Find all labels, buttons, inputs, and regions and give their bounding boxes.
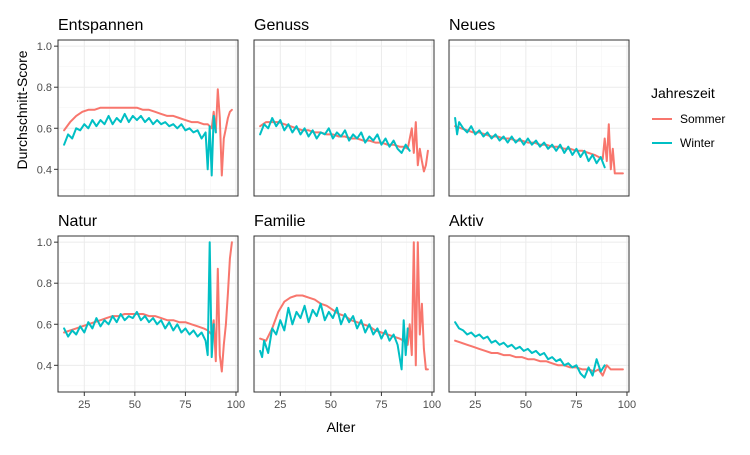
- x-tick-label: 100: [227, 399, 245, 411]
- y-tick-label: 0.8: [37, 278, 52, 290]
- y-tick-label: 0.6: [37, 123, 52, 135]
- y-tick-label: 0.4: [37, 360, 52, 372]
- x-tick-label: 100: [423, 399, 441, 411]
- facet-aktiv: Aktiv 25 50 75 100: [448, 213, 636, 411]
- facet-familie: Familie 25 50 75 100: [253, 213, 441, 411]
- panel-background: [253, 39, 435, 197]
- x-tick-label: 25: [274, 399, 286, 411]
- x-tick-label: 100: [618, 399, 636, 411]
- series-line-sommer: [259, 241, 429, 371]
- facet-title: Natur: [58, 213, 98, 230]
- series-line-winter: [63, 112, 217, 177]
- facet-genuss: Genuss: [253, 17, 435, 197]
- facet-title: Genuss: [254, 17, 309, 34]
- y-tick-label: 0.4: [37, 164, 52, 176]
- y-tick-label: 1.0: [37, 41, 52, 53]
- x-tick-label: 75: [179, 399, 191, 411]
- series-line-winter: [63, 241, 215, 359]
- legend-label-sommer: Sommer: [680, 112, 725, 126]
- series-line-winter: [454, 117, 606, 169]
- panel-border: [448, 235, 630, 393]
- panel-border: [253, 235, 435, 393]
- panel-border: [253, 39, 435, 197]
- facet-title: Familie: [254, 213, 306, 230]
- facet-natur: Natur 0.4 0.6 0.8 1.0 25 50 75 100: [37, 213, 245, 411]
- panel-border: [57, 235, 239, 393]
- x-tick-label: 50: [129, 399, 141, 411]
- legend-title: Jahreszeit: [651, 85, 715, 101]
- facet-panels: Entspannen 0.4 0.6 0.8 1.0 Genuss Neues Natur 0.…: [37, 17, 636, 411]
- series-line-winter: [259, 302, 409, 371]
- x-tick-label: 50: [520, 399, 532, 411]
- x-tick-label: 25: [78, 399, 90, 411]
- facet-neues: Neues: [448, 17, 630, 197]
- x-tick-label: 75: [375, 399, 387, 411]
- y-tick-label: 0.8: [37, 82, 52, 94]
- facet-entspannen: Entspannen 0.4 0.6 0.8 1.0: [37, 17, 239, 197]
- y-tick-label: 0.6: [37, 319, 52, 331]
- y-axis-title: Durchschnitt-Score: [14, 50, 30, 169]
- x-tick-label: 25: [469, 399, 481, 411]
- legend: Jahreszeit Sommer Winter: [651, 85, 725, 150]
- x-tick-label: 75: [570, 399, 582, 411]
- y-tick-label: 1.0: [37, 237, 52, 249]
- series-line-sommer: [454, 339, 624, 377]
- series-line-winter: [259, 117, 411, 154]
- panel-border: [448, 39, 630, 197]
- facet-title: Neues: [449, 17, 495, 34]
- facet-title: Aktiv: [449, 213, 484, 230]
- facet-title: Entspannen: [58, 17, 143, 34]
- series-line-sommer: [63, 88, 233, 177]
- x-tick-label: 50: [325, 399, 337, 411]
- legend-label-winter: Winter: [680, 136, 715, 150]
- series-line-sommer: [63, 241, 233, 373]
- panel-background: [448, 39, 630, 197]
- series-line-winter: [454, 321, 606, 379]
- x-axis-title: Alter: [327, 419, 356, 435]
- panel-border: [57, 39, 239, 197]
